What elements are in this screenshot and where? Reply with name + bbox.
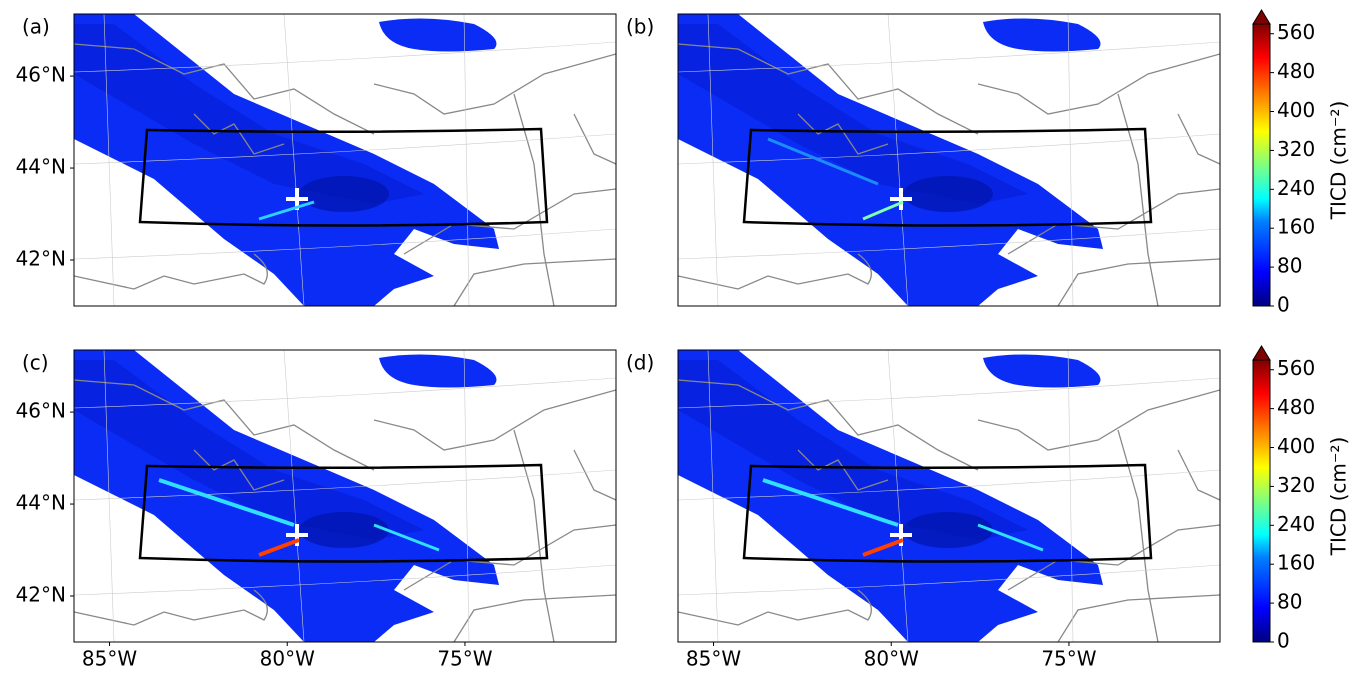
panel-b xyxy=(678,14,1220,306)
lon-tick-label: 75°W xyxy=(437,647,492,671)
panel-a xyxy=(74,14,616,306)
colorbar-tick-label: 480 xyxy=(1277,59,1315,83)
colorbar-tick-label: 0 xyxy=(1277,629,1290,653)
colorbar-tick-label: 240 xyxy=(1277,176,1315,200)
colorbar-label: TICD (cm⁻²) xyxy=(1327,437,1351,557)
panel-label: (d) xyxy=(626,351,654,375)
colorbar-tick-label: 80 xyxy=(1277,254,1302,278)
panel-label: (c) xyxy=(22,351,49,375)
colorbar-tick-label: 320 xyxy=(1277,473,1315,497)
colorbar xyxy=(1252,359,1271,643)
lon-tick-label: 75°W xyxy=(1041,647,1096,671)
colorbar-tick-label: 80 xyxy=(1277,590,1302,614)
lat-tick-label: 42°N xyxy=(16,247,66,271)
colorbar-tick-label: 0 xyxy=(1277,293,1290,317)
panel-label: (b) xyxy=(626,15,654,39)
lat-tick-label: 42°N xyxy=(16,583,66,607)
lon-tick-label: 85°W xyxy=(686,647,741,671)
panel-label: (a) xyxy=(22,15,50,39)
colorbar-tick-label: 480 xyxy=(1277,395,1315,419)
colorbar-tick-label: 560 xyxy=(1277,20,1315,44)
lat-tick-label: 44°N xyxy=(16,155,66,179)
colorbar xyxy=(1252,23,1271,307)
colorbar-tick-label: 560 xyxy=(1277,356,1315,380)
lat-tick-label: 44°N xyxy=(16,491,66,515)
lat-tick-label: 46°N xyxy=(16,399,66,423)
colorbar-tick-label: 160 xyxy=(1277,551,1315,575)
colorbar-label: TICD (cm⁻²) xyxy=(1327,101,1351,221)
colorbar-extend xyxy=(1252,345,1271,361)
lon-tick-label: 80°W xyxy=(260,647,315,671)
lat-tick-label: 46°N xyxy=(16,63,66,87)
colorbar-tick-label: 400 xyxy=(1277,98,1315,122)
colorbar-tick-label: 320 xyxy=(1277,137,1315,161)
colorbar-extend xyxy=(1252,9,1271,25)
panel-d xyxy=(678,350,1220,642)
panel-c xyxy=(74,350,616,642)
colorbar-tick-label: 240 xyxy=(1277,512,1315,536)
colorbar-tick-label: 160 xyxy=(1277,215,1315,239)
lon-tick-label: 85°W xyxy=(82,647,137,671)
colorbar-tick-label: 400 xyxy=(1277,434,1315,458)
lon-tick-label: 80°W xyxy=(864,647,919,671)
